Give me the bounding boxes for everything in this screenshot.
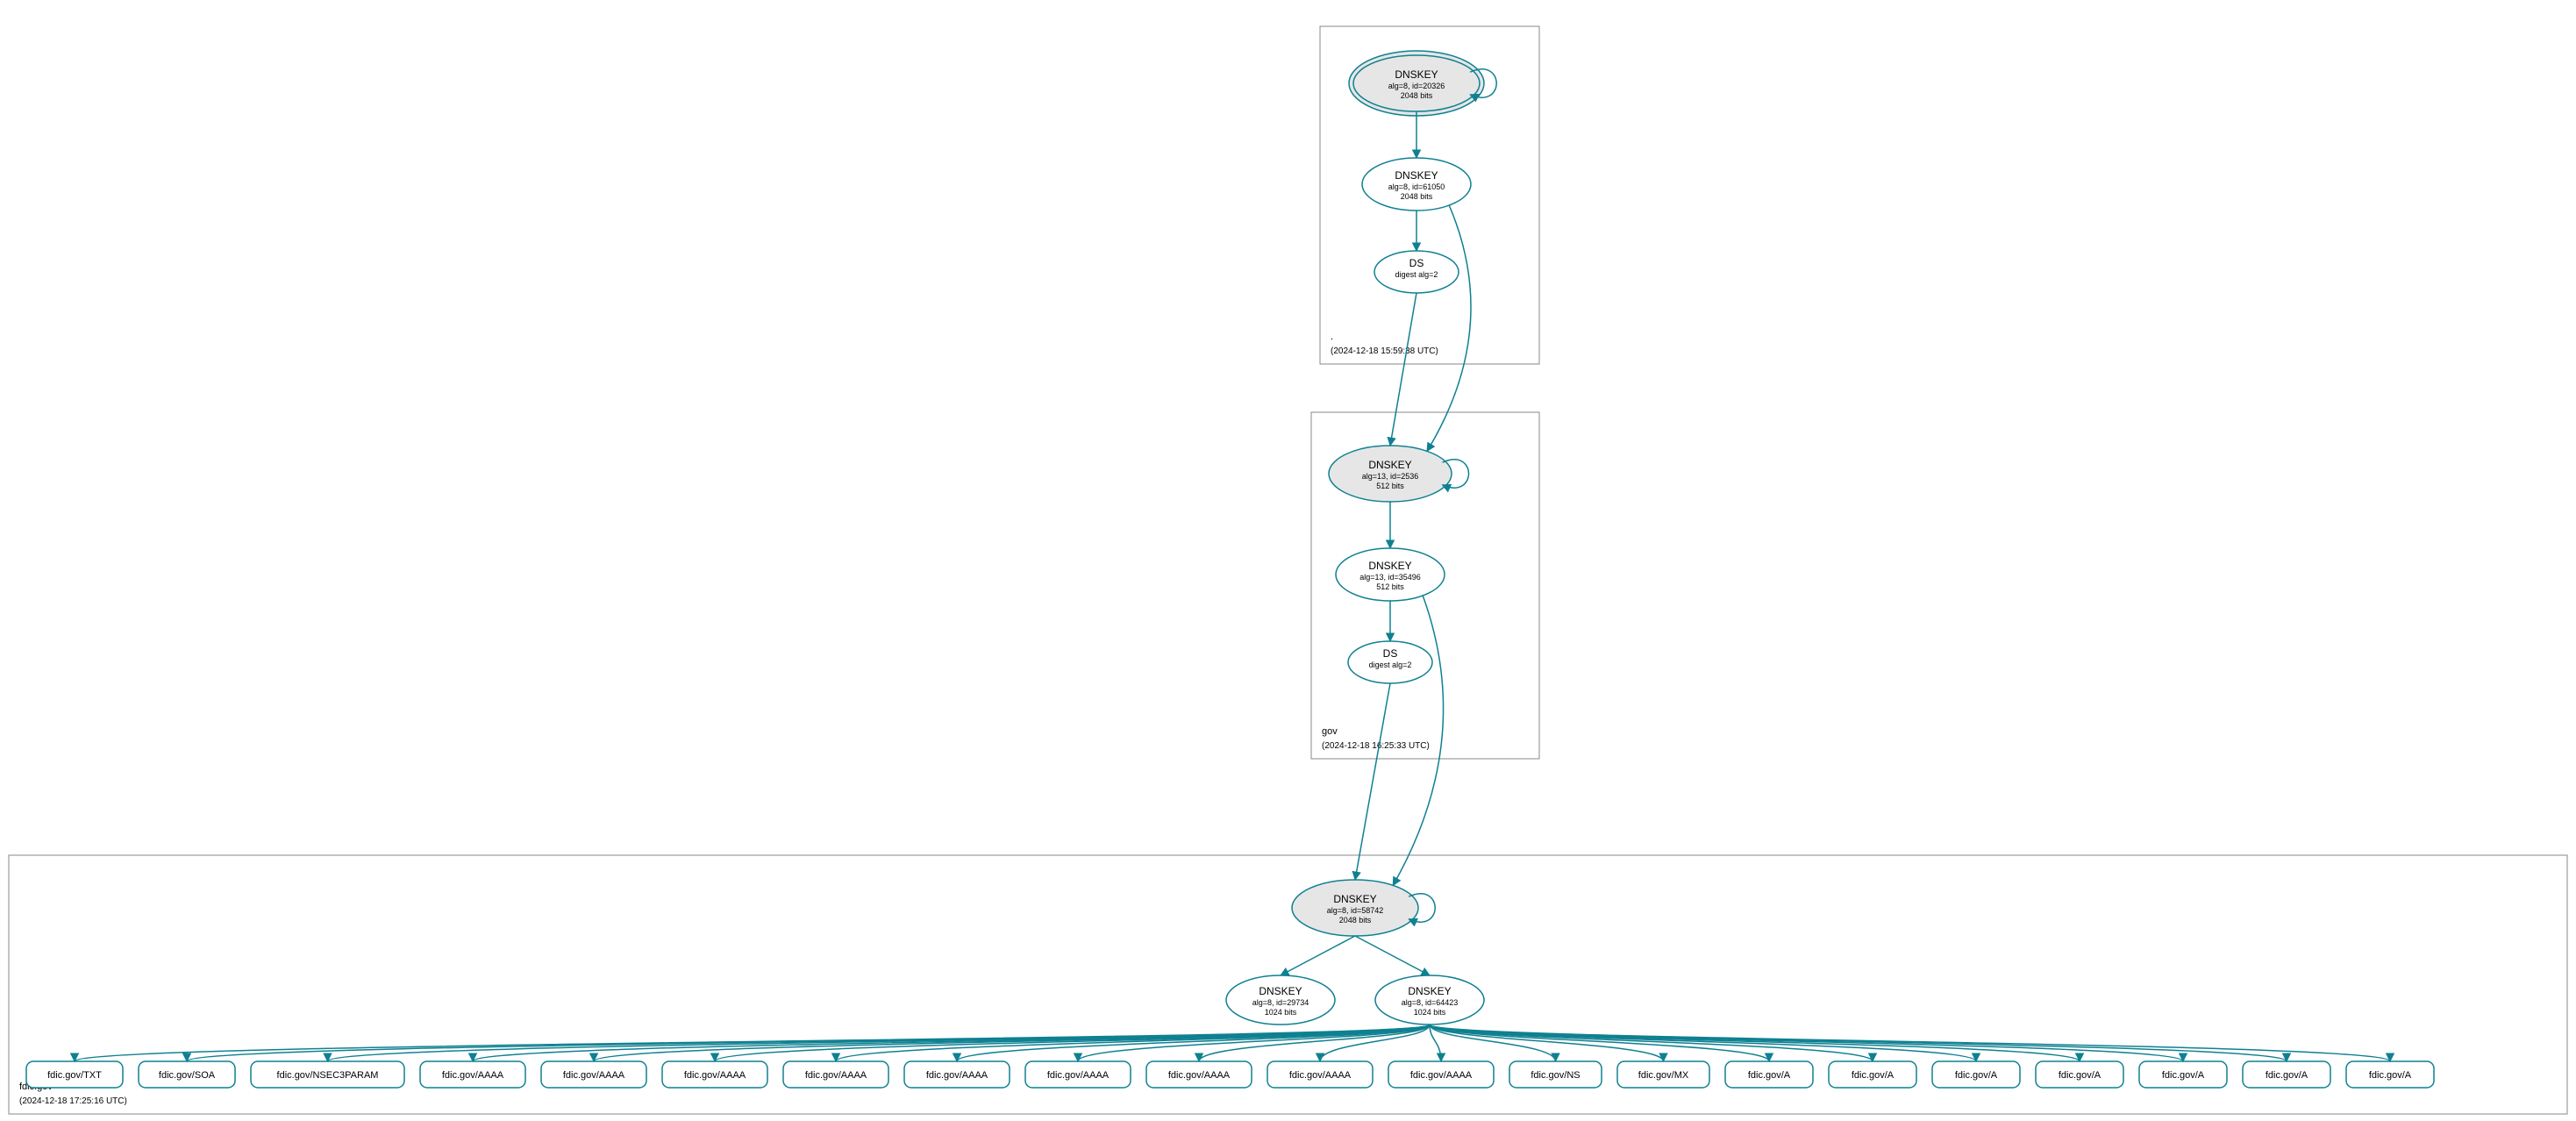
dnssec-diagram: . (2024-12-18 15:59:38 UTC) gov (2024-12-18… — [0, 0, 2576, 1121]
root-zsk-line3: 2048 bits — [1401, 192, 1433, 201]
root-ksk-title: DNSKEY — [1395, 68, 1438, 81]
edge-root-zsk-gov-ksk — [1427, 205, 1471, 451]
zone-gov-timestamp: (2024-12-18 16:25:33 UTC) — [1322, 741, 1430, 751]
rr-r17-label: fdic.gov/A — [1955, 1070, 1998, 1081]
fdic-zsk2-line3: 1024 bits — [1414, 1008, 1446, 1017]
gov-zsk-line3: 512 bits — [1376, 582, 1404, 591]
rr-r19-label: fdic.gov/A — [2162, 1070, 2205, 1081]
rr-r3-label: fdic.gov/NSEC3PARAM — [277, 1070, 379, 1081]
edge-gov-ds-fdic-ksk — [1355, 683, 1390, 880]
fdic-zsk1-line3: 1024 bits — [1265, 1008, 1297, 1017]
zone-root-label: . — [1331, 332, 1333, 342]
zone-fdic-timestamp: (2024-12-18 17:25:16 UTC) — [19, 1096, 127, 1106]
rr-r5-label: fdic.gov/AAAA — [563, 1070, 625, 1081]
rr-r20-label: fdic.gov/A — [2266, 1070, 2308, 1081]
gov-ds-title: DS — [1383, 647, 1398, 660]
root-ds-line2: digest alg=2 — [1395, 270, 1438, 279]
root-ksk-line3: 2048 bits — [1401, 91, 1433, 100]
rr-r11-label: fdic.gov/AAAA — [1289, 1070, 1352, 1081]
rr-r16-label: fdic.gov/A — [1852, 1070, 1895, 1081]
edge-fdic-ksk-fdic-zsk1 — [1281, 936, 1355, 975]
rr-r8-label: fdic.gov/AAAA — [926, 1070, 988, 1081]
gov-ksk-line2: alg=13, id=2536 — [1362, 472, 1419, 481]
root-zsk-line2: alg=8, id=61050 — [1388, 182, 1445, 191]
rr-r18-label: fdic.gov/A — [2059, 1070, 2101, 1081]
fdic-ksk-line2: alg=8, id=58742 — [1327, 906, 1384, 915]
rr-r15-label: fdic.gov/A — [1748, 1070, 1791, 1081]
rr-r6-label: fdic.gov/AAAA — [684, 1070, 746, 1081]
fdic-ksk-title: DNSKEY — [1333, 893, 1376, 905]
edge-fdic-ksk-fdic-zsk2 — [1355, 936, 1430, 975]
rr-r10-label: fdic.gov/AAAA — [1168, 1070, 1231, 1081]
gov-ksk-title: DNSKEY — [1368, 459, 1411, 471]
edge-root-ds-gov-ksk — [1390, 293, 1416, 446]
fdic-zsk1-title: DNSKEY — [1259, 985, 1302, 997]
rr-r7-label: fdic.gov/AAAA — [805, 1070, 867, 1081]
fdic-zsk1-line2: alg=8, id=29734 — [1252, 998, 1309, 1007]
fdic-zsk2-line2: alg=8, id=64423 — [1402, 998, 1459, 1007]
rr-r13-label: fdic.gov/NS — [1531, 1070, 1580, 1081]
rr-r12-label: fdic.gov/AAAA — [1410, 1070, 1473, 1081]
root-zsk-title: DNSKEY — [1395, 169, 1438, 182]
rr-r2-label: fdic.gov/SOA — [159, 1070, 216, 1081]
root-ds-title: DS — [1409, 257, 1424, 269]
rr-r21-label: fdic.gov/A — [2369, 1070, 2412, 1081]
zone-root-timestamp: (2024-12-18 15:59:38 UTC) — [1331, 346, 1438, 356]
gov-zsk-line2: alg=13, id=35496 — [1359, 573, 1421, 582]
gov-ds-line2: digest alg=2 — [1369, 660, 1412, 669]
rr-r14-label: fdic.gov/MX — [1638, 1070, 1689, 1081]
gov-zsk-title: DNSKEY — [1368, 560, 1411, 572]
gov-ksk-line3: 512 bits — [1376, 482, 1404, 490]
rr-r9-label: fdic.gov/AAAA — [1047, 1070, 1110, 1081]
rr-r4-label: fdic.gov/AAAA — [442, 1070, 504, 1081]
fdic-zsk2-title: DNSKEY — [1408, 985, 1451, 997]
root-ksk-line2: alg=8, id=20326 — [1388, 82, 1445, 90]
fdic-ksk-line3: 2048 bits — [1339, 916, 1372, 925]
zone-gov-label: gov — [1322, 726, 1338, 737]
rr-r1-label: fdic.gov/TXT — [47, 1070, 102, 1081]
